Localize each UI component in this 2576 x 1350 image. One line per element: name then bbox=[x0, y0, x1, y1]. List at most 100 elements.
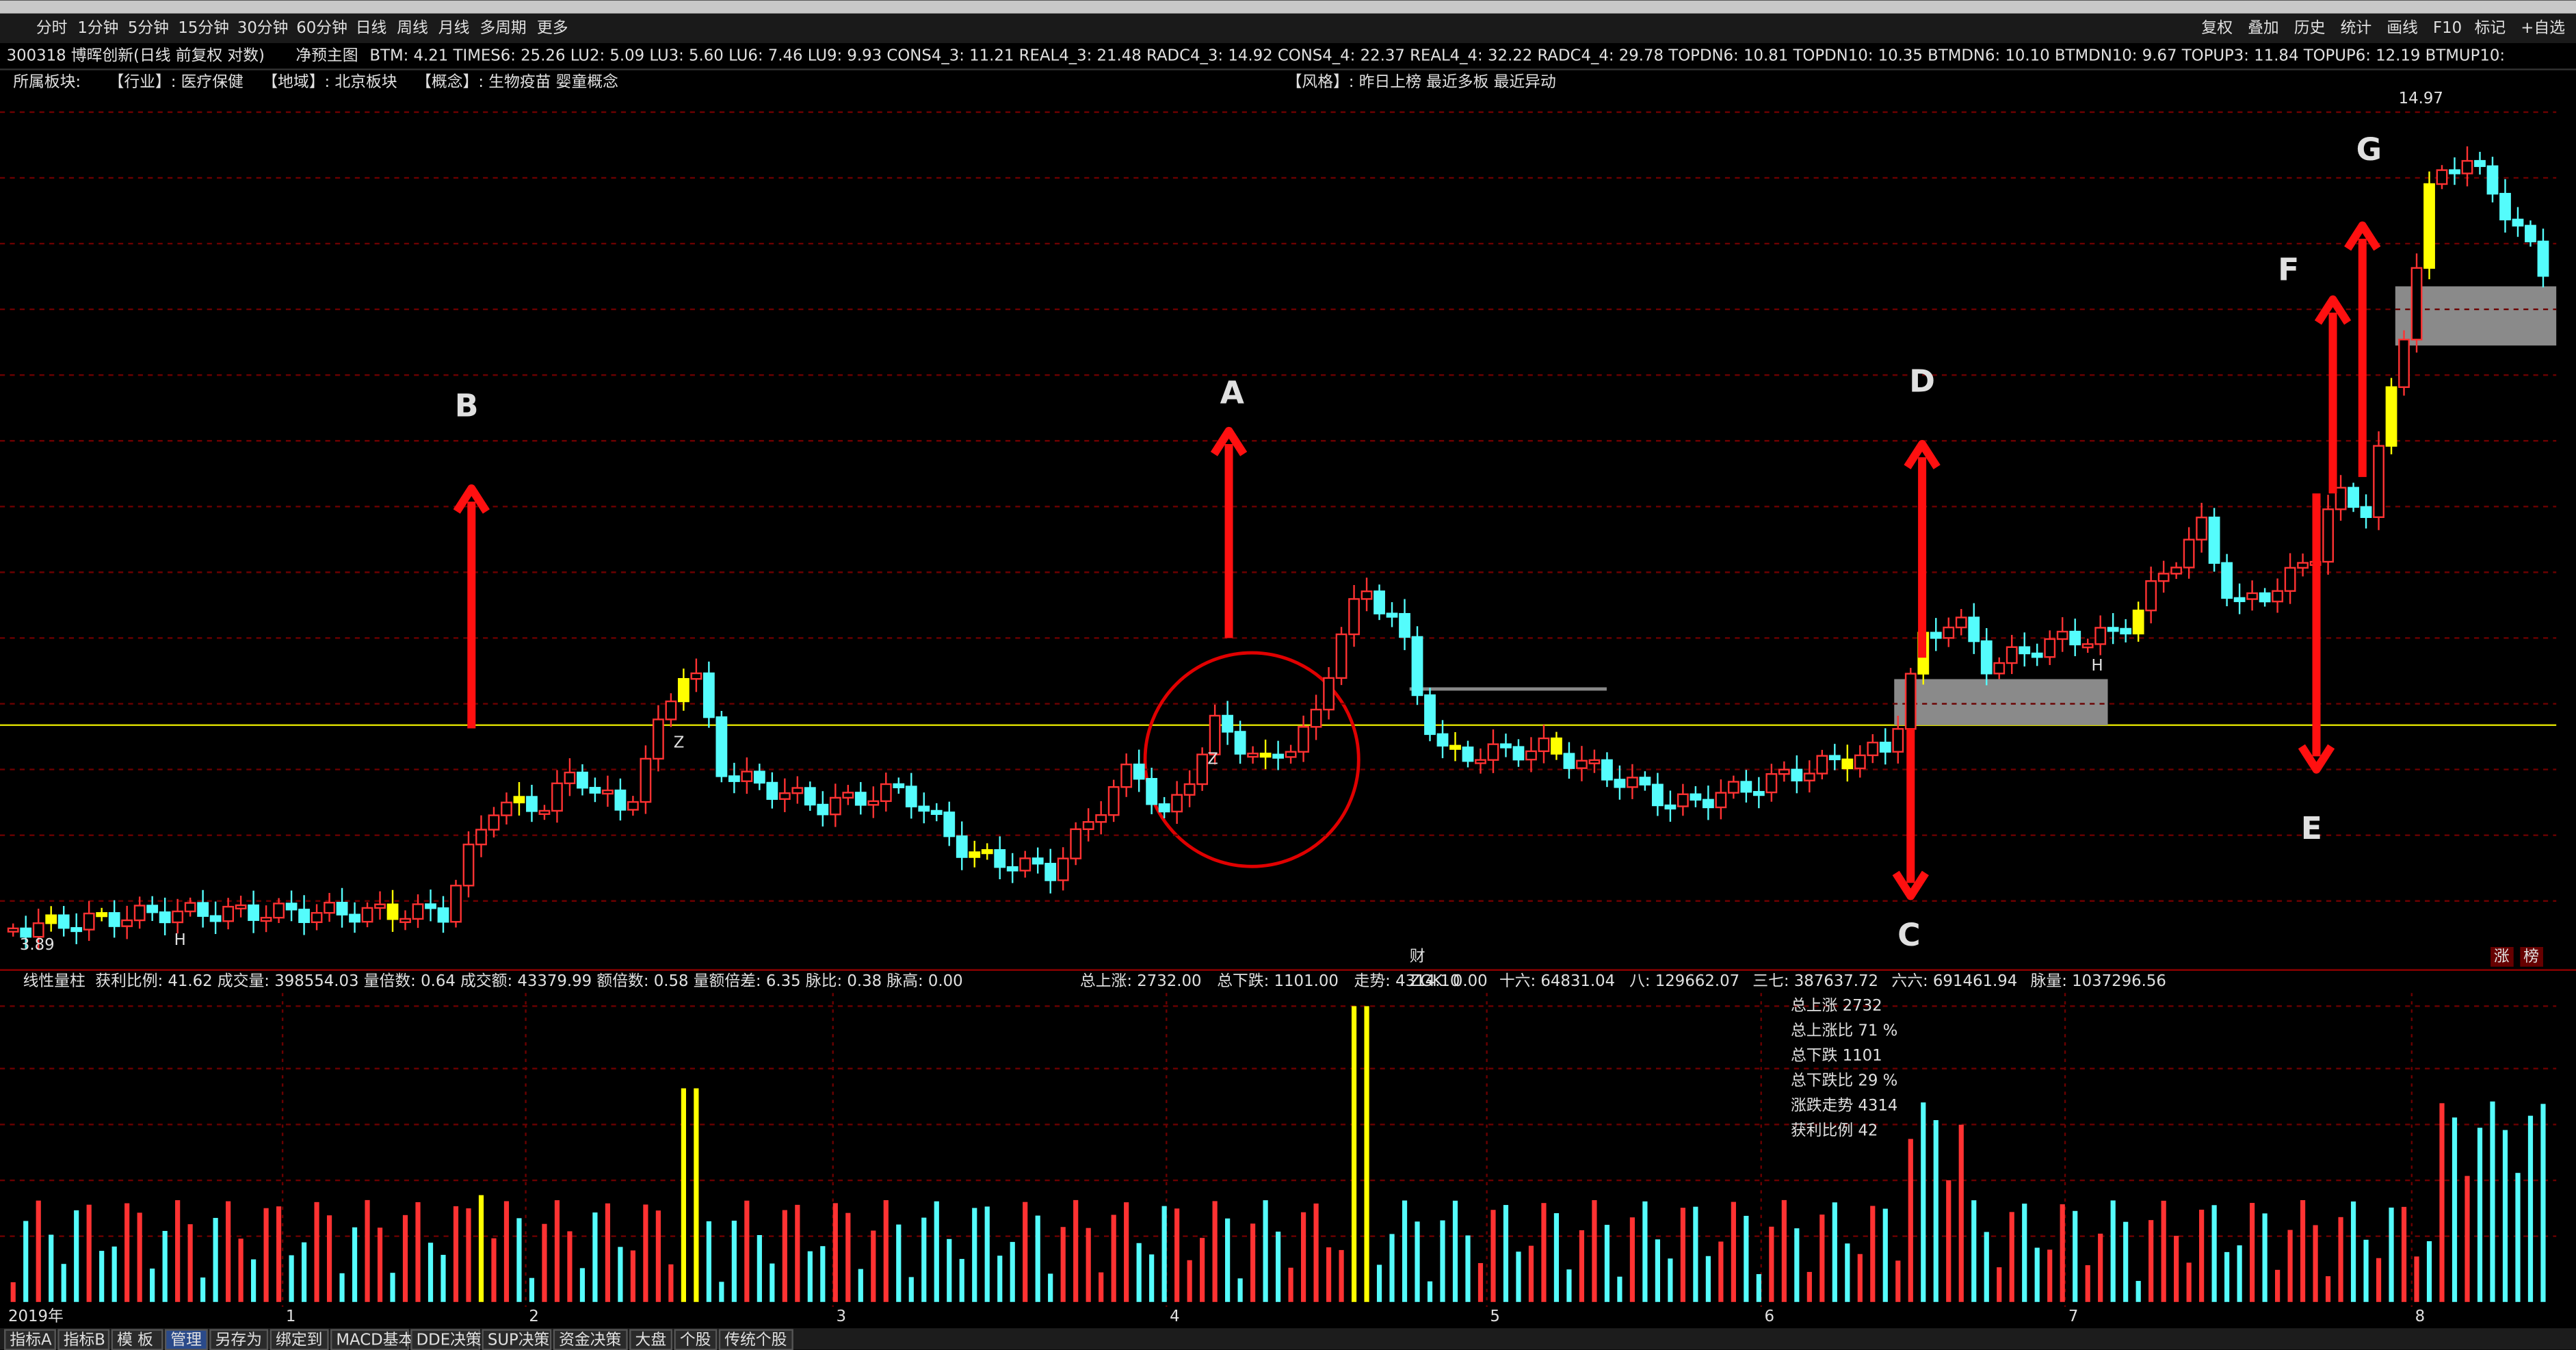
badge-box bbox=[2490, 946, 2514, 967]
tab[interactable] bbox=[674, 1329, 718, 1350]
volume-bar bbox=[2274, 1269, 2281, 1302]
volume-bar bbox=[1604, 1225, 1610, 1302]
candle bbox=[349, 913, 360, 923]
volume-bar bbox=[1237, 1278, 1243, 1302]
volume-bar bbox=[2123, 1221, 2129, 1302]
tab[interactable] bbox=[270, 1329, 329, 1350]
candle bbox=[918, 805, 930, 812]
volume-bar bbox=[2174, 1236, 2179, 1302]
volume-bar bbox=[1870, 1206, 1876, 1302]
tab[interactable] bbox=[553, 1329, 628, 1350]
volume-bar bbox=[339, 1273, 345, 1302]
tab-label: 管理 bbox=[170, 1332, 202, 1349]
panel-stat: 脉量: 1037296.56 bbox=[2031, 972, 2166, 990]
candle bbox=[956, 835, 968, 858]
candle bbox=[1677, 793, 1689, 807]
tab[interactable] bbox=[4, 1329, 56, 1350]
volume-bar bbox=[111, 1246, 117, 1302]
candle bbox=[1158, 803, 1170, 813]
arrow-head bbox=[2314, 295, 2352, 325]
volume-bar bbox=[1832, 1202, 1837, 1302]
volume-bar bbox=[415, 1202, 421, 1302]
tab[interactable] bbox=[629, 1329, 673, 1350]
volume-bar bbox=[1136, 1243, 1142, 1302]
candle bbox=[2348, 486, 2359, 508]
tab[interactable] bbox=[57, 1329, 110, 1350]
volume-bar bbox=[1124, 1202, 1129, 1302]
legend-item: 总下跌比 29 % bbox=[1791, 1072, 1897, 1089]
volume-bar bbox=[655, 1210, 661, 1302]
tab-label: 传统个股 bbox=[724, 1332, 787, 1349]
period-tab: 1分钟 bbox=[77, 19, 118, 37]
candle bbox=[741, 770, 753, 782]
volume-bar bbox=[694, 1088, 699, 1302]
candle bbox=[1196, 753, 1209, 786]
candle bbox=[96, 912, 108, 918]
arrow-head bbox=[1210, 426, 1248, 456]
candle bbox=[1930, 632, 1942, 639]
volume-bar bbox=[1187, 1260, 1192, 1302]
tab[interactable] bbox=[410, 1329, 481, 1350]
volume-bar bbox=[807, 1251, 813, 1302]
candle bbox=[2499, 192, 2511, 221]
candle bbox=[2246, 592, 2259, 600]
candle bbox=[1222, 714, 1234, 733]
candle bbox=[1374, 590, 1385, 614]
tab[interactable] bbox=[111, 1329, 163, 1350]
annotation-label: G bbox=[2356, 131, 2382, 168]
volume-bar bbox=[934, 1201, 939, 1302]
candle bbox=[1462, 747, 1474, 762]
volume-bar bbox=[1541, 1203, 1547, 1302]
candle bbox=[2208, 517, 2220, 564]
volume-bar bbox=[554, 1200, 560, 1302]
candle bbox=[260, 916, 272, 922]
volume-bar bbox=[1617, 1276, 1622, 1302]
tab[interactable] bbox=[718, 1329, 793, 1350]
volume-bar bbox=[2186, 1262, 2192, 1302]
candle bbox=[1348, 598, 1360, 636]
volume-bar bbox=[681, 1088, 686, 1302]
volume-bar bbox=[2376, 1258, 2382, 1302]
tab[interactable] bbox=[482, 1329, 552, 1350]
tab-label: 大盘 bbox=[635, 1332, 667, 1349]
tab[interactable] bbox=[330, 1329, 409, 1350]
volume-bar bbox=[1452, 1200, 1458, 1302]
tab-label: 指标B bbox=[64, 1332, 105, 1349]
volume-bar bbox=[1528, 1245, 1534, 1302]
candle bbox=[1601, 759, 1613, 781]
candle bbox=[513, 796, 525, 804]
volume-bar bbox=[2350, 1201, 2356, 1302]
highlight-circle bbox=[1143, 651, 1361, 868]
volume-bar bbox=[1313, 1203, 1319, 1302]
volume-bar bbox=[10, 1282, 16, 1302]
volume-bar bbox=[782, 1210, 787, 1302]
volume-bar bbox=[1857, 1254, 1863, 1302]
candle bbox=[1411, 636, 1423, 697]
candle bbox=[1715, 792, 1727, 809]
tab[interactable] bbox=[164, 1329, 208, 1350]
tab[interactable] bbox=[209, 1329, 269, 1350]
candle bbox=[2461, 159, 2473, 174]
annotation-label: F bbox=[2278, 251, 2299, 287]
candle bbox=[2233, 597, 2246, 602]
tab-label: DDE决策 bbox=[417, 1332, 482, 1349]
candle bbox=[1639, 777, 1651, 786]
volume-bar bbox=[1326, 1247, 1332, 1302]
volume-bar bbox=[1769, 1226, 1774, 1302]
candle bbox=[1133, 763, 1145, 780]
candle bbox=[298, 909, 310, 923]
volume-bar bbox=[1642, 1201, 1648, 1302]
tool-button: F10 bbox=[2433, 19, 2462, 37]
volume-bar bbox=[1161, 1206, 1167, 1302]
candle bbox=[32, 922, 44, 938]
volume-bar bbox=[795, 1204, 800, 1302]
candle bbox=[1449, 744, 1461, 750]
candle bbox=[1361, 590, 1373, 600]
candle bbox=[842, 792, 854, 799]
sector-item: 【概念】: 生物疫苗 婴童概念 bbox=[416, 73, 618, 91]
volume-bar bbox=[1705, 1256, 1711, 1302]
legend-item: 总下跌 1101 bbox=[1791, 1047, 1882, 1065]
panel-stat: 十六: 64831.04 bbox=[1499, 972, 1615, 990]
volume-bar bbox=[2527, 1115, 2534, 1302]
